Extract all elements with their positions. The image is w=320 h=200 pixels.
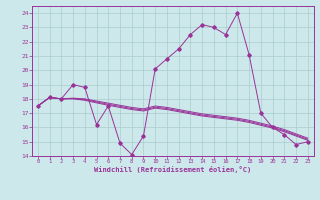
X-axis label: Windchill (Refroidissement éolien,°C): Windchill (Refroidissement éolien,°C) [94, 166, 252, 173]
